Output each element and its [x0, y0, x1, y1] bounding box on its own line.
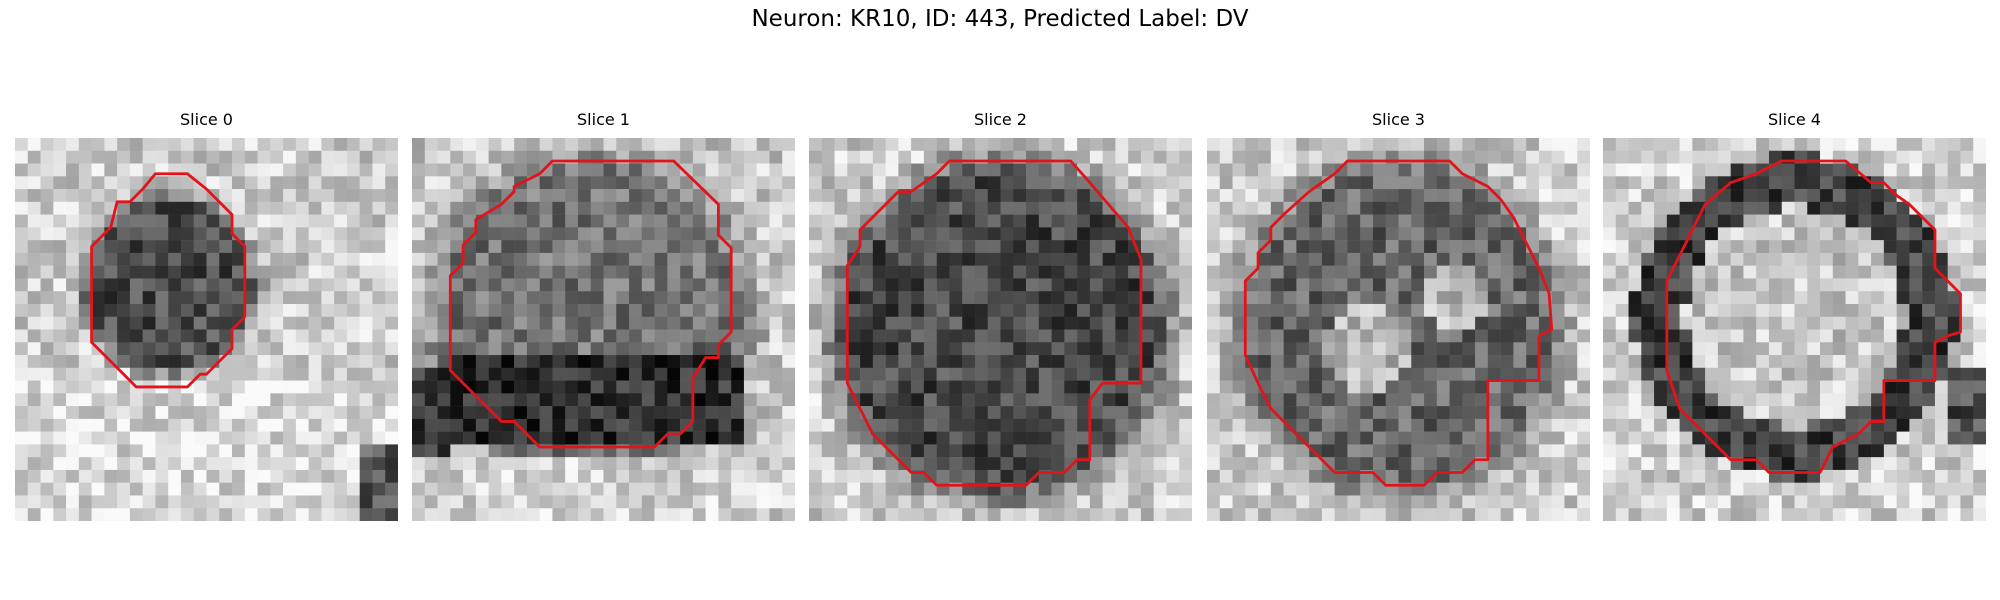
slice-title-1: Slice 1 [412, 108, 795, 132]
figure-title: Neuron: KR10, ID: 443, Predicted Label: … [0, 6, 2000, 32]
slice-panel-1: Slice 1 [412, 108, 795, 521]
slice-panel-3: Slice 3 [1207, 108, 1590, 521]
slice-image-1 [412, 138, 795, 521]
slice-image-4 [1603, 138, 1986, 521]
slice-panel-4: Slice 4 [1603, 108, 1986, 521]
slice-image-2 [809, 138, 1192, 521]
slice-title-0: Slice 0 [15, 108, 398, 132]
slice-panel-0: Slice 0 [15, 108, 398, 521]
slice-title-3: Slice 3 [1207, 108, 1590, 132]
slice-panel-2: Slice 2 [809, 108, 1192, 521]
slice-image-3 [1207, 138, 1590, 521]
slice-image-0 [15, 138, 398, 521]
slice-title-4: Slice 4 [1603, 108, 1986, 132]
slice-title-2: Slice 2 [809, 108, 1192, 132]
